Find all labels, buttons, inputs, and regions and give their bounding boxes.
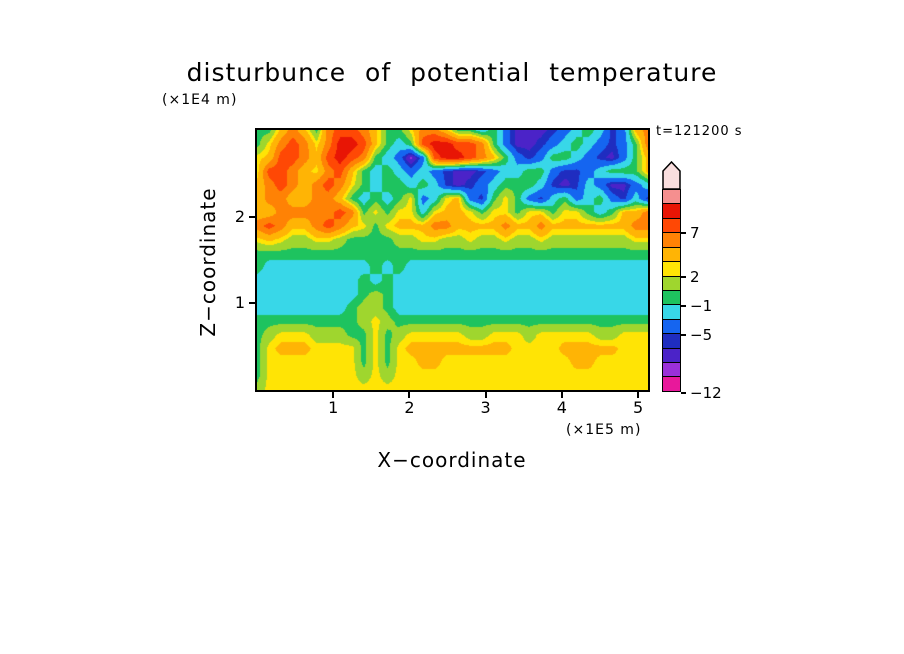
- colorbar-segment: [663, 190, 680, 204]
- y-axis-label: Z−coordinate: [196, 187, 220, 337]
- x-tick-mark: [560, 392, 563, 398]
- colorbar-label: −1: [690, 296, 713, 315]
- colorbar-label: −12: [690, 383, 722, 402]
- colorbar-segment: [663, 333, 680, 348]
- contour-canvas: [257, 130, 648, 390]
- x-tick-mark: [484, 392, 487, 398]
- y-tick-label: 2: [234, 206, 245, 226]
- chart-title: disturbunce of potential temperature: [186, 58, 718, 87]
- x-axis-unit: (×1E5 m): [566, 422, 642, 438]
- colorbar-segment: [663, 217, 680, 233]
- colorbar-label: −5: [690, 325, 713, 344]
- y-tick-label: 1: [234, 293, 245, 313]
- colorbar-segment: [663, 304, 680, 319]
- colorbar: [662, 189, 681, 392]
- colorbar-segment: [663, 347, 680, 363]
- x-tick-mark: [332, 392, 335, 398]
- colorbar-label: 2: [690, 267, 700, 286]
- colorbar-segment: [663, 376, 680, 391]
- y-tick-mark: [249, 302, 255, 305]
- x-axis-label: X−coordinate: [377, 448, 527, 472]
- plot-area: [255, 128, 650, 392]
- x-tick-label: 5: [632, 398, 644, 417]
- colorbar-segment: [663, 203, 680, 218]
- x-tick-mark: [637, 392, 640, 398]
- y-axis-unit: (×1E4 m): [162, 92, 238, 108]
- colorbar-segment: [663, 362, 680, 377]
- colorbar-segment: [663, 318, 680, 334]
- x-tick-label: 1: [328, 398, 339, 417]
- colorbar-label: 7: [690, 224, 700, 242]
- colorbar-segment: [663, 232, 680, 247]
- colorbar-segment: [663, 261, 680, 276]
- time-label: t=121200 s: [656, 124, 743, 139]
- x-tick-label: 2: [404, 398, 415, 417]
- x-tick-mark: [408, 392, 411, 398]
- x-tick-label: 4: [556, 398, 567, 417]
- x-tick-label: 3: [480, 398, 491, 417]
- colorbar-tick-mark: [681, 333, 686, 336]
- colorbar-segment: [663, 275, 680, 290]
- colorbar-tick-mark: [681, 304, 686, 307]
- y-tick-mark: [249, 215, 255, 218]
- colorbar-tick-mark: [681, 275, 686, 278]
- colorbar-segment: [663, 246, 680, 262]
- colorbar-tick-mark: [681, 391, 686, 394]
- colorbar-segment: [663, 289, 680, 305]
- colorbar-arrow-icon: [662, 161, 681, 190]
- colorbar-tick-mark: [681, 232, 686, 234]
